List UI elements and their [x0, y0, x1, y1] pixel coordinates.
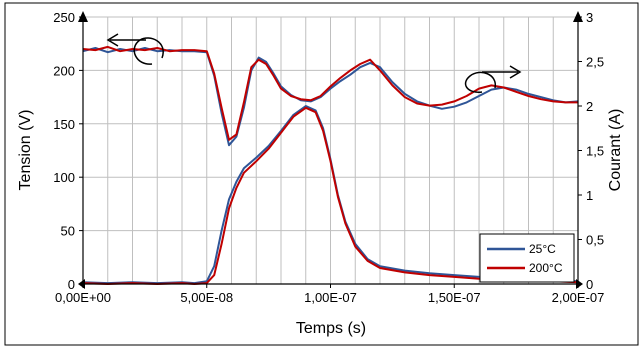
series-voltage-200c — [82, 45, 578, 141]
y-right-tick-label: 1,5 — [586, 144, 604, 159]
right-arrowhead-icon — [509, 65, 522, 79]
x-axis-title: Temps (s) — [296, 320, 366, 337]
y-right-tick-label: 3 — [586, 10, 593, 25]
y-right-tick-label: 2 — [586, 99, 593, 114]
legend-label-25c: 25°C — [529, 242, 556, 256]
x-tick-label: 2,00E-07 — [552, 290, 605, 305]
y-right-tick-label: 2,5 — [586, 55, 604, 70]
y-left-tick-label: 150 — [53, 117, 75, 132]
x-tick-label: 1,00E-07 — [304, 290, 357, 305]
y-right-tick-label: 0,5 — [586, 233, 604, 248]
y-right-axis-title: Courant (A) — [607, 109, 624, 192]
x-tick-label: 5,00E-08 — [180, 290, 233, 305]
annotations — [106, 33, 522, 93]
legend-label-200c: 200°C — [529, 261, 563, 275]
y-left-tick-label: 100 — [53, 170, 75, 185]
axes — [78, 11, 583, 289]
left-arrowhead-icon — [106, 33, 119, 47]
y-left-tick-label: 200 — [53, 63, 75, 78]
y-left-tick-label: 0 — [68, 277, 75, 292]
chart-frame — [4, 2, 639, 346]
y-left-axis-title: Tension (V) — [17, 110, 34, 191]
legend-box — [479, 233, 575, 283]
y-left-tick-label: 50 — [61, 224, 75, 239]
right-axis-indicator-curve — [464, 71, 496, 93]
y-right-tick-label: 0 — [586, 277, 593, 292]
tick-labels: 0,00E+00 5,00E-08 1,00E-07 1,50E-07 2,00E-07… — [53, 10, 604, 305]
series-current-25c — [82, 105, 579, 285]
x-tick-label: 0,00E+00 — [55, 290, 111, 305]
y-right-tick-label: 1 — [586, 188, 593, 203]
legend: 25°C 200°C — [479, 233, 575, 283]
x-tick-label: 1,50E-07 — [428, 290, 481, 305]
y-left-tick-label: 250 — [53, 10, 75, 25]
